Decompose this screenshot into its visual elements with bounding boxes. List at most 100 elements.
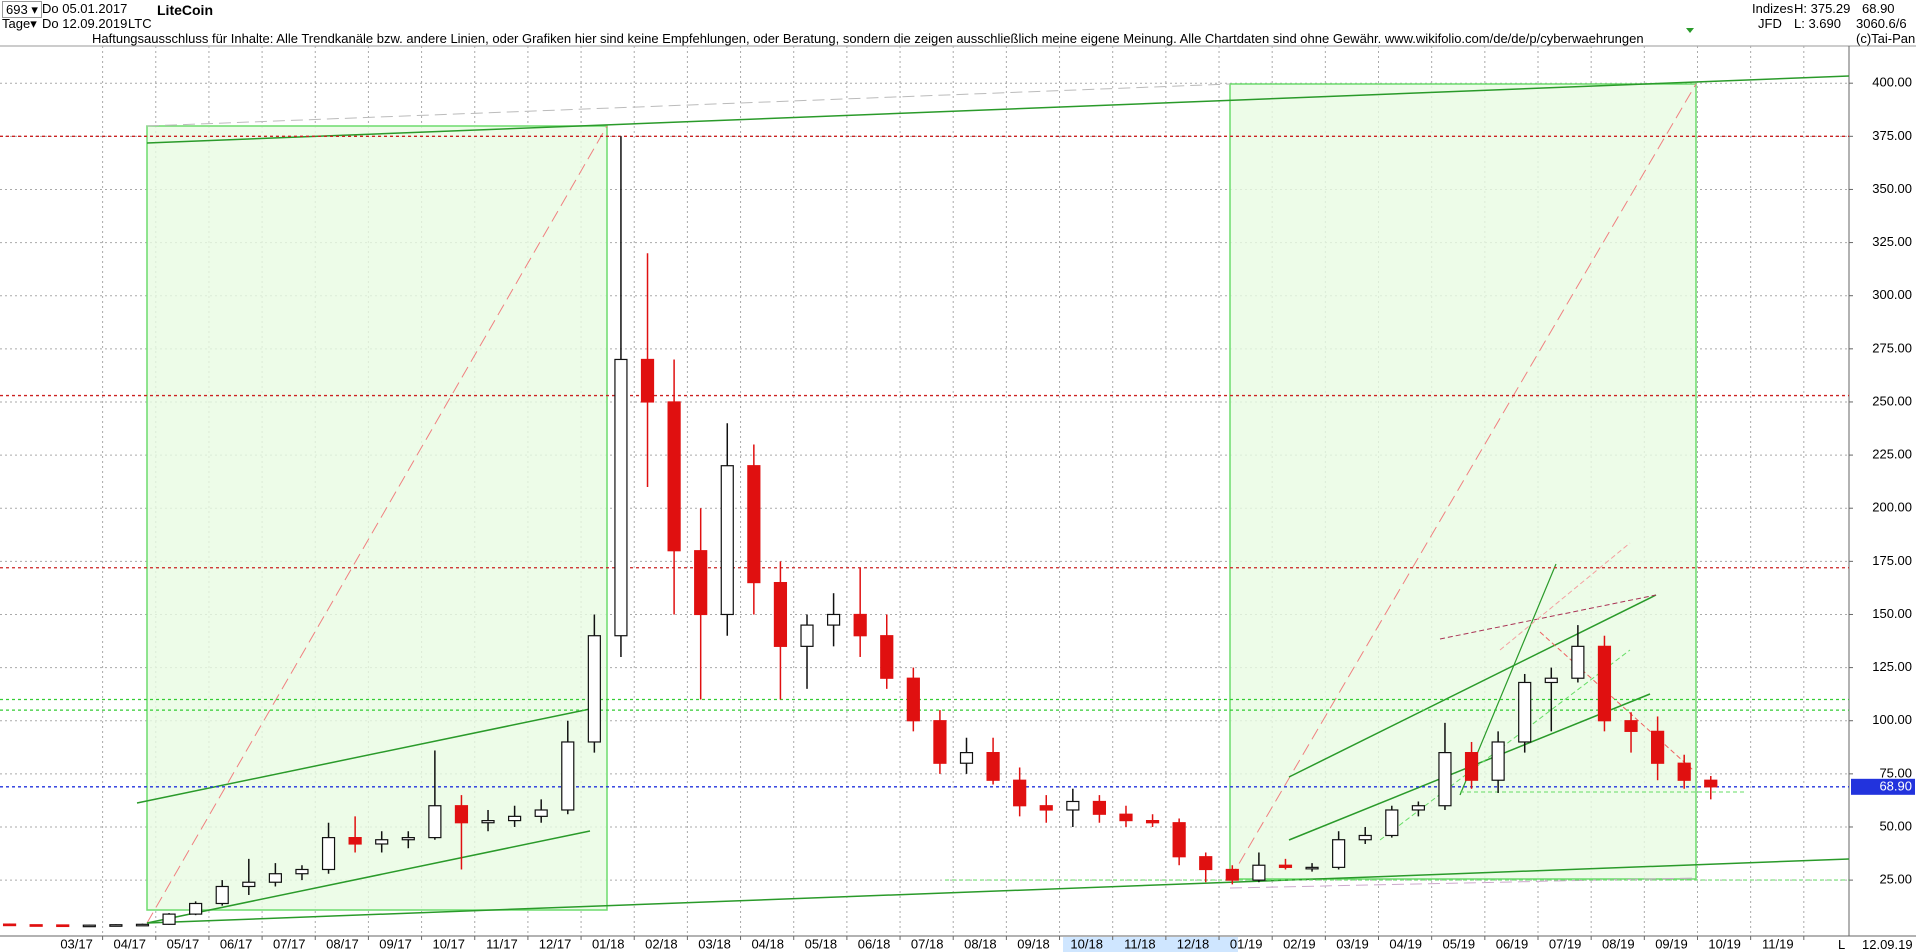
x-tick-label: 10/17 <box>432 936 465 951</box>
x-tick-label: 07/18 <box>911 936 944 951</box>
candle-body <box>720 465 734 616</box>
trend-line <box>146 75 1850 144</box>
x-tick-label: 07/17 <box>273 936 306 951</box>
candle-body <box>508 815 522 822</box>
candle-body <box>986 752 1000 781</box>
box-2017 <box>146 125 608 911</box>
candle-body <box>1199 856 1213 871</box>
end-date: Do 12.09.2019 <box>42 16 128 31</box>
candle-body <box>1119 813 1133 822</box>
candle-body <box>1172 822 1186 858</box>
y-tick-label: 200.00 <box>1872 500 1912 515</box>
candle-body <box>1411 805 1425 811</box>
y-tick-label: 175.00 <box>1872 553 1912 568</box>
y-tick-label: 300.00 <box>1872 287 1912 302</box>
x-tick-label: 12/17 <box>539 936 572 951</box>
x-tick-label: 06/19 <box>1496 936 1529 951</box>
candle-body <box>880 635 894 679</box>
y-tick-label: 250.00 <box>1872 393 1912 408</box>
x-tick-label: 11/18 <box>1124 936 1156 951</box>
x-tick-label: 06/17 <box>220 936 253 951</box>
candle-body <box>1358 834 1372 841</box>
y-tick-label: 75.00 <box>1879 765 1912 780</box>
dashed-line <box>1439 594 1657 640</box>
candle-body <box>1145 820 1160 824</box>
x-tick-label: 08/19 <box>1602 936 1635 951</box>
x-tick-label: 08/18 <box>964 936 997 951</box>
y-tick-label: 275.00 <box>1872 340 1912 355</box>
candle-body <box>1518 681 1532 743</box>
selection-strip <box>1063 937 1238 952</box>
candle-body <box>933 720 947 764</box>
level-label-box <box>1851 778 1915 795</box>
candle-body <box>1225 868 1239 881</box>
marker <box>1686 28 1694 33</box>
disclaimer: Haftungsausschluss für Inhalte: Alle Tre… <box>92 31 1644 46</box>
x-tick-label: 02/19 <box>1283 936 1316 951</box>
candle-body <box>667 401 681 552</box>
x-tick-label: 09/19 <box>1655 936 1688 951</box>
interval-box[interactable]: Tage▾ <box>2 16 37 31</box>
candle-body <box>1332 839 1346 868</box>
candle-body <box>561 741 575 811</box>
symbol: LTC <box>128 16 152 31</box>
candle-body <box>295 868 309 875</box>
y-tick-label: 350.00 <box>1872 181 1912 196</box>
x-tick-label: 05/17 <box>167 936 200 951</box>
y-tick-label: 400.00 <box>1872 75 1912 90</box>
candle-body <box>773 581 788 647</box>
x-tick-label: 04/18 <box>751 936 784 951</box>
x-tick-label: 08/17 <box>326 936 359 951</box>
candle-body <box>268 873 282 883</box>
candle-body <box>747 465 761 584</box>
x-tick-label: 05/18 <box>805 936 838 951</box>
candle-body <box>454 805 469 824</box>
low: L: 3.690 <box>1794 16 1841 31</box>
candle-body <box>2 923 17 927</box>
trend-line <box>146 858 1850 924</box>
candle-body <box>428 805 442 839</box>
candle-body <box>1464 752 1479 781</box>
x-tick-label: 09/18 <box>1017 936 1050 951</box>
drawings <box>136 28 1850 924</box>
interval: Tage <box>2 16 31 31</box>
x-tick-label: 02/18 <box>645 936 678 951</box>
count-box[interactable]: 693 ▾ <box>2 1 42 18</box>
y-tick-label: 150.00 <box>1872 606 1912 621</box>
candle-body <box>959 752 974 764</box>
x-tick-label: 01/19 <box>1230 936 1263 951</box>
candle-body <box>215 885 229 905</box>
candle-body <box>375 839 389 845</box>
candle-body <box>1385 809 1399 837</box>
market: Indizes <box>1752 1 1794 16</box>
candle-body <box>1704 779 1718 788</box>
candle-body <box>587 635 601 743</box>
copyright: (c)Tai-Pan <box>1856 31 1916 46</box>
x-tick-label: 07/19 <box>1549 936 1582 951</box>
chart-title: LiteCoin <box>157 2 213 18</box>
candle-body <box>1092 800 1107 815</box>
y-tick-label: 325.00 <box>1872 234 1912 249</box>
x-tick-label: 11/19 <box>1762 936 1794 951</box>
dashed-line <box>146 125 608 924</box>
candle-body <box>1677 762 1691 781</box>
y-tick-label: 100.00 <box>1872 712 1912 727</box>
dashed-line <box>1539 631 1694 771</box>
candle-body <box>321 837 336 871</box>
candle-body <box>1305 866 1319 870</box>
candle-body <box>162 913 176 925</box>
dashed-line <box>1499 542 1631 651</box>
channel-line <box>146 830 591 924</box>
candle-body <box>906 677 920 722</box>
high: H: 375.29 <box>1794 1 1851 16</box>
dashed-line <box>146 83 1231 127</box>
candle-body <box>826 613 841 626</box>
candle-body <box>1066 800 1080 811</box>
candle-body <box>1544 677 1558 684</box>
candle-body <box>1571 645 1585 679</box>
x-tick-label: 04/19 <box>1389 936 1422 951</box>
candle-body <box>1252 864 1266 881</box>
footer-scale: L <box>1838 937 1846 952</box>
candle-body <box>1039 805 1053 811</box>
